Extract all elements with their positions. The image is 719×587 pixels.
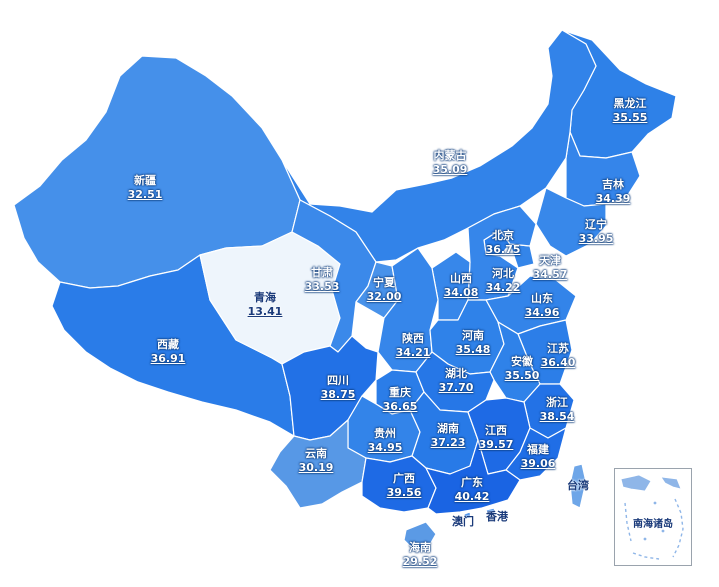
province-26[interactable] bbox=[269, 419, 367, 509]
province-extra-1[interactable] bbox=[485, 507, 497, 517]
province-28[interactable] bbox=[425, 439, 521, 515]
province-29[interactable] bbox=[403, 521, 437, 549]
province-3[interactable] bbox=[281, 29, 597, 263]
province-extra-2[interactable] bbox=[463, 511, 472, 520]
south-china-sea-label: 南海诸岛 bbox=[633, 519, 673, 530]
south-china-sea-islands-icon bbox=[620, 474, 684, 560]
province-14[interactable] bbox=[377, 247, 439, 373]
province-25[interactable] bbox=[505, 427, 567, 481]
province-1[interactable] bbox=[565, 131, 641, 207]
province-2[interactable] bbox=[535, 187, 607, 257]
province-extra-0[interactable] bbox=[569, 463, 587, 509]
south-china-sea-inset: 南海诸岛 bbox=[614, 468, 692, 566]
